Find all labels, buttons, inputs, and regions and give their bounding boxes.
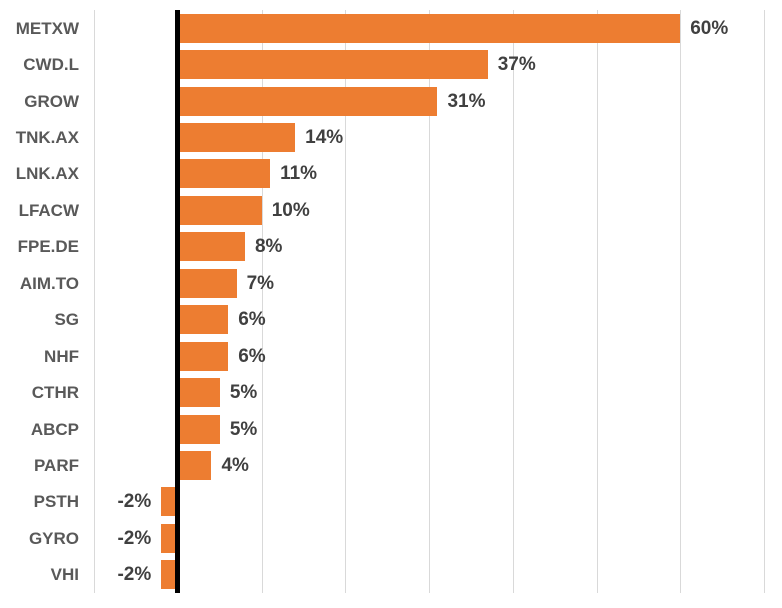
category-label-METXW: METXW	[15, 18, 79, 38]
gridline-60pct	[680, 10, 681, 593]
category-label-VHI: VHI	[50, 565, 79, 585]
category-label-GROW: GROW	[24, 91, 79, 111]
bar-CTHR	[178, 378, 220, 408]
value-label-TNK.AX: 14%	[305, 127, 344, 149]
value-label-VHI: -2%	[117, 564, 152, 586]
bar-METXW	[178, 13, 681, 43]
category-label-GYRO: GYRO	[28, 528, 79, 548]
category-label-TNK.AX: TNK.AX	[15, 128, 79, 148]
bar-VHI	[161, 560, 178, 590]
category-label-CTHR: CTHR	[31, 383, 79, 403]
gridline-30pct	[429, 10, 430, 593]
bar-FPE.DE	[178, 232, 245, 262]
value-label-PARF: 4%	[221, 454, 249, 476]
gridline-70pct	[764, 10, 765, 593]
value-label-FPE.DE: 8%	[254, 236, 283, 258]
category-label-AIM.TO: AIM.TO	[19, 273, 79, 293]
bar-LFACW	[178, 195, 262, 225]
bar-PSTH	[161, 487, 178, 517]
category-label-NHF: NHF	[44, 346, 79, 366]
value-label-AIM.TO: 7%	[246, 272, 275, 294]
category-label-CWD.L: CWD.L	[23, 55, 79, 75]
category-label-ABCP: ABCP	[30, 419, 79, 439]
value-label-METXW: 60%	[690, 17, 729, 39]
value-label-PSTH: -2%	[117, 491, 152, 513]
value-label-LNK.AX: 11%	[280, 163, 318, 185]
bar-SG	[178, 305, 229, 335]
gridline-40pct	[513, 10, 514, 593]
value-label-GYRO: -2%	[117, 527, 152, 549]
value-label-CWD.L: 37%	[497, 54, 536, 76]
bar-AIM.TO	[178, 268, 237, 298]
bar-LNK.AX	[178, 159, 271, 189]
category-label-FPE.DE: FPE.DE	[17, 237, 79, 257]
bar-PARF	[178, 450, 212, 480]
value-label-GROW: 31%	[447, 90, 486, 112]
bar-CWD.L	[178, 50, 488, 80]
gridline--10pct	[94, 10, 95, 593]
gridline-20pct	[345, 10, 346, 593]
category-label-LFACW: LFACW	[18, 200, 79, 220]
gridline-50pct	[597, 10, 598, 593]
bar-ABCP	[178, 414, 220, 444]
bar-NHF	[178, 341, 229, 371]
zero-axis-line	[175, 10, 180, 593]
category-label-SG: SG	[54, 310, 79, 330]
gridline-10pct	[262, 10, 263, 593]
bar-GYRO	[161, 523, 178, 553]
value-label-SG: 6%	[238, 309, 266, 331]
value-label-ABCP: 5%	[229, 418, 258, 440]
value-label-CTHR: 5%	[229, 382, 258, 404]
value-label-LFACW: 10%	[271, 199, 310, 221]
value-label-NHF: 6%	[238, 345, 266, 367]
category-label-PSTH: PSTH	[33, 492, 79, 512]
bar-GROW	[178, 86, 438, 116]
bar-TNK.AX	[178, 123, 296, 153]
category-label-PARF: PARF	[33, 455, 79, 475]
category-label-LNK.AX: LNK.AX	[15, 164, 79, 184]
